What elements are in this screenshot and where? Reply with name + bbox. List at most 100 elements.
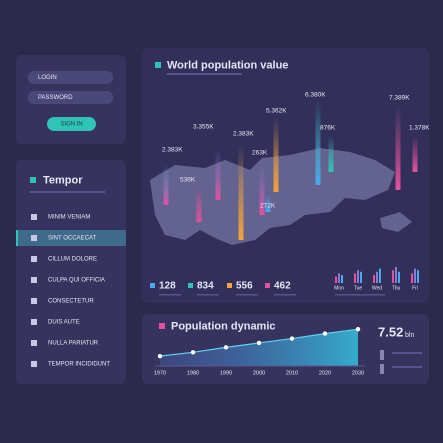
weekly-caption-line — [335, 294, 385, 296]
map-marker-label: 263K — [252, 150, 268, 157]
menu-item-label: DUIS AUTE — [48, 320, 80, 326]
stat-caption-line — [236, 294, 258, 296]
weekly-bar — [335, 276, 337, 283]
dynamic-point — [322, 331, 328, 336]
stat-value: 556 — [236, 281, 253, 292]
map-beam — [328, 136, 334, 172]
stat-icon — [227, 283, 232, 288]
weekly-label: Wed — [372, 285, 382, 291]
world-map — [150, 148, 395, 245]
weekly-bar — [360, 271, 362, 283]
map-beam — [265, 195, 271, 212]
weekly-bar — [376, 271, 378, 283]
stat-caption-line — [159, 294, 181, 296]
menu-item-label: CONSECTETUR — [48, 299, 94, 305]
weekly-bar — [338, 273, 340, 283]
map-beam — [412, 136, 418, 172]
map-beam — [259, 165, 265, 215]
dynamic-x-label: 1980 — [187, 370, 199, 376]
map-subtitle-line — [167, 73, 242, 75]
weekly-label: Mon — [334, 285, 344, 291]
login-placeholder: LOGIN — [38, 75, 57, 81]
menu-item-icon — [31, 340, 37, 346]
stat-icon — [265, 283, 270, 288]
menu-item-label: SINT OCCAECAT — [48, 236, 96, 242]
menu-active-bar — [16, 230, 18, 246]
map-marker-label: 5.362K — [266, 108, 287, 115]
weekly-bar — [398, 271, 400, 283]
login-field[interactable] — [28, 71, 113, 84]
map-marker-label: 1.378K — [409, 125, 430, 132]
menu-item-icon — [31, 298, 37, 304]
dynamic-title: Population dynamic — [171, 320, 276, 332]
weekly-bar — [357, 270, 359, 283]
menu-item-icon — [31, 361, 37, 367]
password-field[interactable] — [28, 91, 113, 104]
map-beam — [196, 188, 202, 222]
menu-panel — [16, 160, 126, 384]
menu-item-icon — [31, 214, 37, 220]
weekly-bar — [373, 275, 375, 283]
dynamic-icon — [159, 323, 165, 329]
weekly-label: Thu — [392, 285, 401, 291]
weekly-label: Fri — [412, 285, 418, 291]
map-beam — [273, 118, 279, 192]
weekly-bar — [417, 270, 419, 283]
stat-icon — [188, 283, 193, 288]
dynamic-x-label: 2000 — [253, 370, 265, 376]
note-line — [392, 366, 422, 368]
stat-value: 128 — [159, 281, 176, 292]
map-marker-label: 272K — [260, 203, 276, 210]
menu-item-icon — [31, 277, 37, 283]
dynamic-point — [355, 327, 361, 332]
dynamic-area — [160, 329, 358, 366]
password-placeholder: PASSWORD — [38, 95, 73, 101]
weekly-bar — [411, 273, 413, 283]
dynamic-point — [256, 340, 262, 346]
weekly-bar — [414, 268, 416, 283]
weekly-bar — [379, 268, 381, 283]
map-marker-label: 6.380K — [305, 92, 326, 99]
menu-item-icon — [31, 319, 37, 325]
map-title: World population value — [167, 59, 288, 71]
dynamic-point — [157, 353, 163, 359]
menu-item-icon — [31, 256, 37, 262]
person-icon — [380, 350, 384, 360]
map-marker-label: 3.355K — [193, 124, 214, 131]
dynamic-x-label: 1970 — [154, 370, 166, 376]
map-beam — [238, 145, 244, 240]
weekly-bar — [392, 270, 394, 283]
menu-item-label: CULPA QUI OFFICIA — [48, 278, 105, 284]
menu-icon — [30, 177, 36, 183]
dynamic-x-label: 1990 — [220, 370, 232, 376]
note-line — [392, 352, 422, 354]
map-icon — [155, 62, 161, 68]
weekly-label: Tue — [354, 285, 363, 291]
dynamic-unit: bln — [405, 332, 414, 339]
stat-value: 834 — [197, 281, 214, 292]
weekly-bar — [395, 267, 397, 283]
sign-in-label: SIGN IN — [60, 122, 82, 128]
menu-item-label: MINIM VENIAM — [48, 215, 90, 221]
menu-item-label: CILLUM DOLORE — [48, 257, 97, 263]
stat-value: 462 — [274, 281, 291, 292]
dynamic-x-label: 2030 — [352, 370, 364, 376]
weekly-bar — [354, 273, 356, 283]
map-beam — [315, 100, 321, 185]
map-marker-label: 7.389K — [389, 95, 410, 102]
map-beam — [163, 165, 169, 205]
menu-active-bg — [16, 230, 126, 246]
map-marker-label: 876K — [320, 125, 336, 132]
stat-icon — [150, 283, 155, 288]
map-marker-label: 536K — [180, 177, 196, 184]
sign-in-button[interactable] — [47, 117, 96, 131]
dynamic-point — [223, 345, 229, 350]
menu-subtitle-line — [30, 191, 105, 193]
dynamic-point — [289, 336, 295, 341]
menu-item-label: NULLA PARIATUR — [48, 341, 99, 347]
dynamic-point — [190, 350, 196, 355]
dynamic-x-label: 2020 — [319, 370, 331, 376]
map-island — [380, 212, 412, 232]
